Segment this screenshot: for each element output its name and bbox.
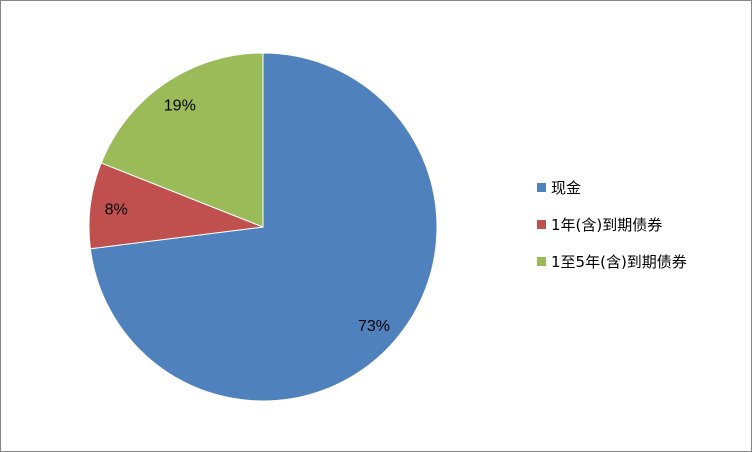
- data-label: 8%: [105, 201, 128, 218]
- data-label: 73%: [358, 318, 390, 335]
- legend-label: 1至5年(含)到期债券: [551, 252, 687, 271]
- legend: 现金 1年(含)到期债券 1至5年(含)到期债券: [537, 177, 687, 288]
- legend-label: 现金: [551, 178, 582, 197]
- legend-swatch: [537, 219, 546, 229]
- data-label: 19%: [164, 98, 196, 115]
- legend-swatch: [537, 256, 546, 266]
- legend-item: 1年(含)到期债券: [537, 214, 687, 234]
- legend-label: 1年(含)到期债券: [551, 215, 663, 234]
- legend-item: 1至5年(含)到期债券: [537, 251, 687, 271]
- legend-swatch: [537, 182, 546, 192]
- legend-item: 现金: [537, 177, 687, 197]
- pie-slice: [100, 52, 264, 228]
- pie-slice: [89, 52, 438, 402]
